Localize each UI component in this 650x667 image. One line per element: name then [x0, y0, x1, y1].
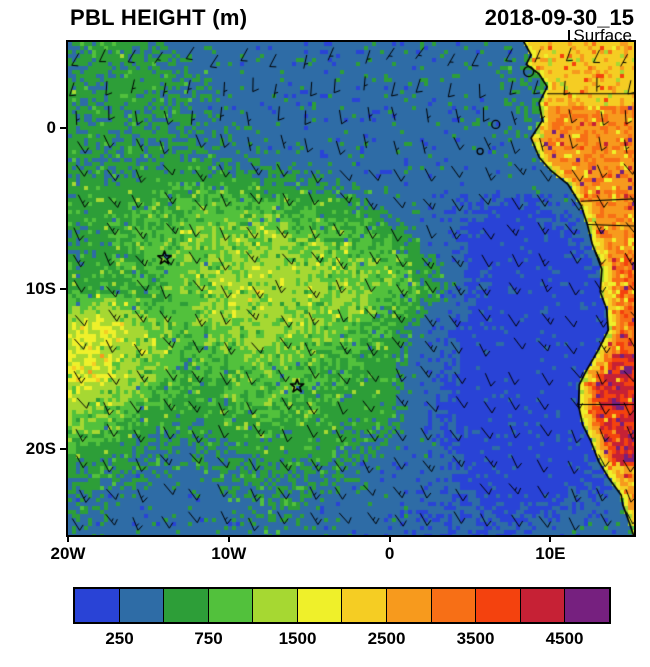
y-tick-label: 0 — [46, 118, 56, 138]
colorbar-tick-label: 3500 — [456, 629, 495, 648]
colorbar-tick-label: 1500 — [278, 629, 317, 648]
chart-datetime: 2018-09-30_15 — [484, 5, 634, 30]
colorbar-cell — [342, 589, 388, 622]
x-tick-label: 0 — [384, 544, 395, 563]
map-plot-area — [66, 40, 636, 537]
colorbar-cell — [119, 589, 165, 622]
colorbar-cell — [565, 589, 609, 622]
colorbar-tick-label: 250 — [105, 629, 134, 648]
colorbar-cell — [431, 589, 477, 622]
y-tick-label: 20S — [25, 438, 56, 458]
x-tick-label: 20W — [50, 544, 86, 563]
colorbar-cell — [75, 589, 120, 622]
colorbar-cell — [520, 589, 566, 622]
y-axis-tick — [60, 287, 67, 290]
level-tick-mark — [568, 29, 571, 43]
x-tick-label: 10W — [211, 544, 247, 563]
colorbar-cell — [387, 589, 432, 622]
colorbar-tick-label: 4500 — [545, 629, 584, 648]
colorbar-cell — [208, 589, 254, 622]
x-tick-label: 10E — [535, 544, 566, 563]
x-axis-tick — [549, 535, 552, 542]
y-axis-tick — [60, 127, 67, 130]
colorbar-tick-label: 750 — [194, 629, 223, 648]
x-axis-tick — [388, 535, 391, 542]
colorbar-cell — [164, 589, 209, 622]
colorbar-cell — [253, 589, 298, 622]
x-axis-tick — [227, 535, 230, 542]
colorbar-tick-label: 2500 — [367, 629, 406, 648]
chart-title: PBL HEIGHT (m) — [70, 5, 248, 30]
colorbar-cell — [297, 589, 343, 622]
x-axis-tick — [67, 535, 69, 542]
y-tick-label: 10S — [25, 278, 56, 298]
colorbar — [73, 587, 611, 624]
y-axis-tick — [60, 447, 67, 450]
colorbar-cell — [476, 589, 521, 622]
pbl-heatmap-canvas — [68, 42, 634, 535]
